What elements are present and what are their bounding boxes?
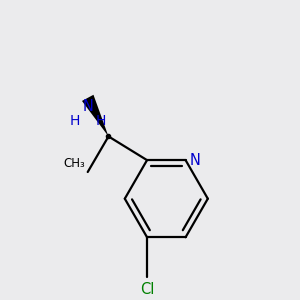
Text: H: H: [69, 114, 80, 128]
Text: N: N: [82, 99, 93, 114]
Text: CH₃: CH₃: [64, 157, 86, 169]
Text: N: N: [190, 153, 201, 168]
Polygon shape: [82, 95, 109, 136]
Text: Cl: Cl: [140, 282, 154, 297]
Text: H: H: [96, 114, 106, 128]
